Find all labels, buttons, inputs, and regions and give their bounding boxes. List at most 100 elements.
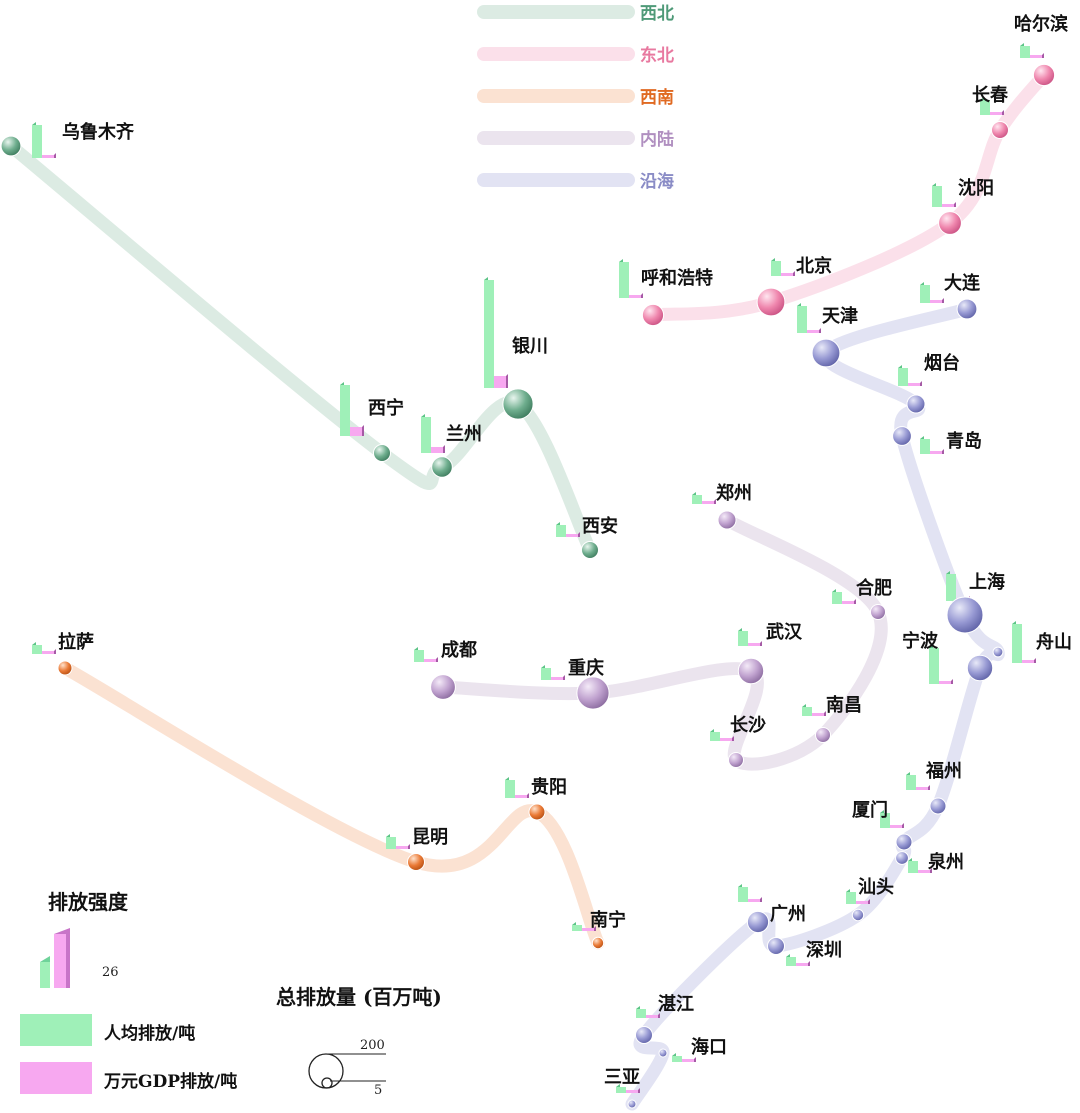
per-gdp-bar bbox=[720, 738, 732, 741]
city-bubble bbox=[591, 936, 605, 950]
per-capita-bar bbox=[386, 837, 396, 849]
intensity-bars bbox=[920, 436, 944, 454]
per-gdp-bar bbox=[424, 659, 436, 662]
city-label: 厦门 bbox=[852, 799, 888, 821]
city-21: 大连 bbox=[920, 272, 981, 320]
city-2: 兰州 bbox=[421, 414, 482, 478]
route-dongbei bbox=[646, 68, 1051, 322]
total-legend-large-circle bbox=[308, 1053, 344, 1089]
route-xibei bbox=[4, 139, 597, 557]
per-capita-bar bbox=[421, 417, 431, 453]
intensity-legend-bars bbox=[40, 928, 70, 988]
per-gdp-bar bbox=[939, 681, 951, 684]
city-bubble bbox=[892, 426, 912, 446]
city-label: 哈尔滨 bbox=[1014, 13, 1068, 35]
city-label: 广州 bbox=[770, 903, 806, 925]
per-capita-bar bbox=[932, 186, 942, 207]
total-legend-small-value: 5 bbox=[374, 1083, 382, 1098]
city-bubble bbox=[528, 803, 546, 821]
intensity-bars bbox=[797, 303, 821, 333]
per-capita-bar bbox=[414, 650, 424, 662]
per-gdp-bar bbox=[930, 451, 942, 454]
city-1: 西宁 bbox=[340, 382, 404, 462]
city-label: 北京 bbox=[796, 255, 832, 277]
city-label: 三亚 bbox=[604, 1067, 640, 1088]
city-label: 乌鲁木齐 bbox=[62, 121, 135, 143]
city-bubble bbox=[992, 646, 1004, 658]
city-bubble bbox=[956, 298, 978, 320]
city-18: 南昌 bbox=[802, 694, 862, 743]
region-legend-label: 西北 bbox=[640, 4, 674, 24]
per-gdp-bar bbox=[908, 383, 920, 386]
city-label: 湛江 bbox=[658, 993, 694, 1015]
intensity-bars bbox=[421, 414, 445, 453]
per-gdp-bar bbox=[515, 795, 527, 798]
city-label: 宁波 bbox=[902, 630, 939, 652]
per-gdp-bar bbox=[42, 651, 54, 654]
intensity-bars bbox=[738, 884, 762, 902]
city-label: 南宁 bbox=[590, 909, 626, 931]
city-label: 南昌 bbox=[826, 694, 862, 716]
per-capita-bar bbox=[556, 525, 566, 537]
city-label: 成都 bbox=[441, 639, 477, 661]
intensity-bars bbox=[672, 1053, 696, 1062]
intensity-bars bbox=[1012, 621, 1036, 663]
intensity-legend-title: 排放强度 bbox=[48, 890, 129, 914]
per-gdp-bar bbox=[396, 846, 408, 849]
intensity-bars bbox=[920, 282, 944, 303]
city-label: 西安 bbox=[582, 515, 618, 537]
per-gdp-bar bbox=[812, 713, 824, 716]
per-gdp-bar bbox=[856, 901, 868, 904]
city-5: 呼和浩特 bbox=[619, 259, 713, 327]
per-capita-bar bbox=[32, 645, 42, 654]
per-capita-bar bbox=[672, 1056, 682, 1062]
per-gdp-bar bbox=[494, 376, 506, 388]
city-bubble bbox=[938, 211, 962, 235]
city-bubble bbox=[407, 853, 425, 871]
intensity-bars bbox=[771, 258, 795, 276]
city-label: 郑州 bbox=[716, 482, 752, 504]
city-bubble bbox=[737, 657, 765, 685]
city-29: 厦门 bbox=[852, 799, 913, 851]
city-bubble bbox=[991, 121, 1009, 139]
city-label: 银川 bbox=[512, 335, 548, 357]
per-gdp-bar bbox=[566, 534, 578, 537]
per-gdp-swatch bbox=[20, 1062, 92, 1094]
city-35: 海口 bbox=[658, 1036, 727, 1062]
per-capita-bar bbox=[832, 592, 842, 604]
city-label: 拉萨 bbox=[58, 631, 94, 653]
region-legend-item-neilu: 内陆 bbox=[477, 129, 674, 150]
city-bubble bbox=[746, 910, 770, 934]
city-bubble bbox=[0, 135, 22, 157]
city-label: 沈阳 bbox=[958, 177, 994, 199]
intensity-bars bbox=[692, 492, 716, 504]
intensity-bars bbox=[572, 922, 596, 931]
city-bubble bbox=[635, 1026, 653, 1044]
city-label: 烟台 bbox=[924, 352, 960, 374]
per-gdp-bar bbox=[1022, 660, 1034, 663]
per-capita-bar bbox=[738, 631, 748, 646]
city-11: 昆明 bbox=[386, 827, 448, 871]
city-bubble bbox=[57, 660, 73, 676]
city-7: 沈阳 bbox=[932, 177, 994, 235]
route-yanhai bbox=[625, 302, 1005, 1111]
city-label: 长春 bbox=[972, 84, 1009, 106]
city-bubble bbox=[815, 727, 831, 743]
per-capita-bar bbox=[484, 280, 494, 388]
city-label: 兰州 bbox=[446, 423, 482, 445]
city-15: 重庆 bbox=[541, 657, 610, 710]
per-gdp-bar bbox=[918, 870, 930, 873]
per-capita-bar bbox=[340, 385, 350, 436]
per-capita-bar bbox=[636, 1009, 646, 1018]
city-4: 西安 bbox=[556, 515, 618, 559]
intensity-bars bbox=[980, 97, 1004, 115]
intensity-bars bbox=[846, 889, 870, 904]
city-bubble bbox=[658, 1048, 668, 1058]
intensity-bars bbox=[932, 183, 956, 207]
city-bubble bbox=[929, 797, 947, 815]
intensity-bars bbox=[484, 277, 508, 388]
intensity-bars bbox=[32, 642, 56, 654]
per-capita-bar bbox=[980, 100, 990, 115]
